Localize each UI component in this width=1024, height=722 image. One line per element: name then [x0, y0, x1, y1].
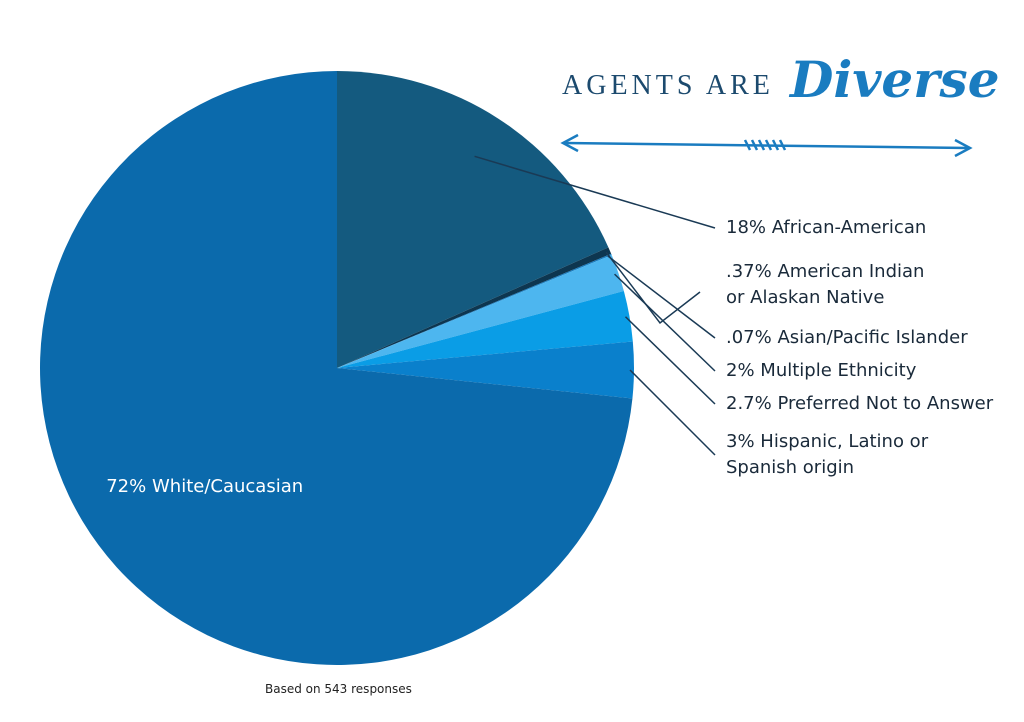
leader-line: [607, 255, 716, 339]
category-label: White/Caucasian: [151, 476, 304, 498]
pie-slice: [39, 71, 633, 666]
pie-slice: [337, 341, 634, 399]
pie-slice: [337, 291, 633, 368]
value-label: 72%: [106, 476, 147, 498]
value-label: .37%: [726, 261, 772, 282]
value-label: 3%: [726, 431, 755, 452]
value-label: 2%: [726, 360, 755, 381]
leader-line: [624, 316, 716, 405]
note: Based on 543 responses: [265, 682, 412, 696]
slice-label: .37% American Indian or Alaskan Native: [726, 259, 941, 311]
category-label: Multiple Ethnicity: [760, 360, 917, 381]
category-label: American Indian or Alaskan Native: [726, 261, 925, 308]
leader-line: [474, 155, 716, 229]
slice-label: 72% White/Caucasian: [55, 474, 355, 500]
title-emphasis: Diverse: [790, 50, 1000, 109]
leader-line: [629, 369, 716, 456]
slice-label: 2.7% Preferred Not to Answer: [726, 391, 1024, 417]
category-label: Hispanic, Latino or Spanish origin: [726, 431, 929, 478]
slice-label: .07% Asian/Pacific Islander: [726, 325, 1024, 351]
value-label: .07%: [726, 327, 772, 348]
category-label: African-American: [771, 217, 927, 238]
slice-label: 18% African-American: [726, 215, 1024, 241]
pie-slice: [337, 71, 609, 368]
category-label: Preferred Not to Answer: [777, 393, 994, 414]
slice-label: 3% Hispanic, Latino or Spanish origin: [726, 429, 941, 481]
pie-slice: [337, 253, 612, 368]
leader-line: [614, 273, 716, 372]
value-label: 2.7%: [726, 393, 772, 414]
category-label: Asian/Pacific Islander: [777, 327, 968, 348]
arrow: [560, 133, 973, 158]
pie-slice: [337, 255, 624, 368]
value-label: 18%: [726, 217, 767, 238]
pie-slice: [337, 247, 612, 368]
leader-line: [605, 251, 701, 325]
title: AGENTS ARE: [562, 70, 774, 101]
slice-label: 2% Multiple Ethnicity: [726, 358, 1024, 384]
